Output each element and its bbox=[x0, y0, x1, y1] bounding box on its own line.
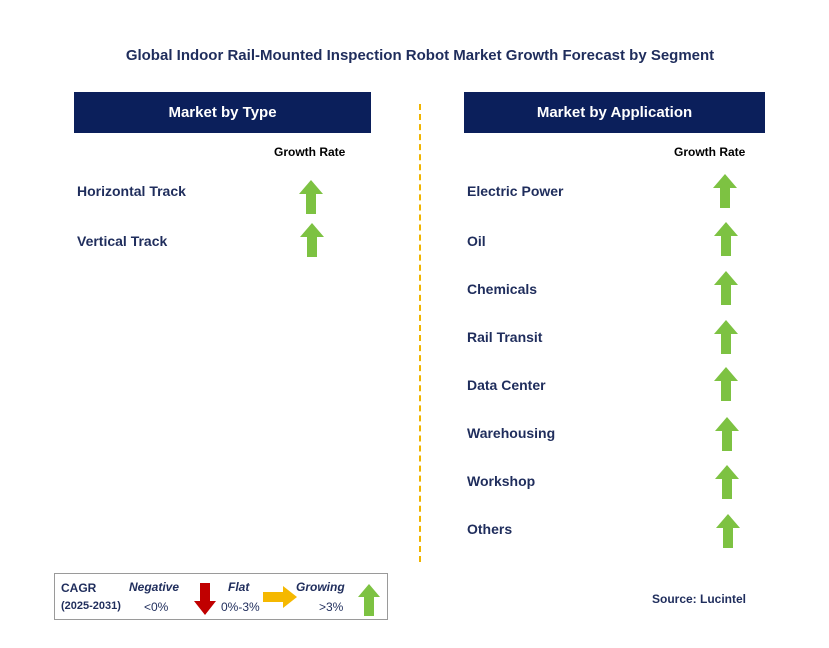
growing-arrow-icon bbox=[299, 180, 323, 214]
growth-rate-header-type: Growth Rate bbox=[274, 145, 346, 159]
growing-arrow-icon bbox=[716, 514, 740, 548]
panel-header-type: Market by Type bbox=[74, 92, 371, 133]
row-label-data-center: Data Center bbox=[467, 377, 546, 393]
legend-growing-label: Growing bbox=[296, 580, 345, 594]
growing-arrow-icon bbox=[715, 417, 739, 451]
growing-arrow-icon bbox=[714, 320, 738, 354]
growing-arrow-icon bbox=[300, 223, 324, 257]
growth-rate-header-application: Growth Rate bbox=[674, 145, 746, 159]
row-label-warehousing: Warehousing bbox=[467, 425, 556, 441]
flat-arrow-icon bbox=[263, 586, 297, 608]
panel-divider bbox=[419, 104, 421, 562]
legend-period: (2025-2031) bbox=[61, 600, 121, 612]
legend-flat-label: Flat bbox=[228, 580, 250, 594]
legend-negative-label: Negative bbox=[129, 580, 180, 594]
legend-negative-range: <0% bbox=[144, 600, 169, 614]
legend-growing-range: >3% bbox=[319, 600, 344, 614]
row-label-workshop: Workshop bbox=[467, 473, 536, 489]
row-label-rail-transit: Rail Transit bbox=[467, 329, 543, 345]
growing-arrow-icon bbox=[358, 584, 380, 616]
panel-header-application: Market by Application bbox=[464, 92, 765, 133]
legend-flat-range: 0%-3% bbox=[221, 600, 260, 614]
growing-arrow-icon bbox=[714, 222, 738, 256]
row-label-vertical-track: Vertical Track bbox=[77, 233, 168, 249]
legend-cagr-label: CAGR bbox=[61, 581, 97, 595]
source-note: Source: Lucintel bbox=[652, 592, 747, 606]
chart-title: Global Indoor Rail-Mounted Inspection Ro… bbox=[125, 47, 715, 64]
row-label-oil: Oil bbox=[467, 233, 486, 249]
row-label-others: Others bbox=[467, 521, 513, 537]
growing-arrow-icon bbox=[713, 174, 737, 208]
cagr-legend: CAGR (2025-2031) Negative <0% Flat 0%-3%… bbox=[54, 573, 388, 620]
row-label-chemicals: Chemicals bbox=[467, 281, 538, 297]
row-label-electric-power: Electric Power bbox=[467, 183, 564, 199]
growing-arrow-icon bbox=[714, 271, 738, 305]
row-label-horizontal-track: Horizontal Track bbox=[77, 183, 186, 199]
growing-arrow-icon bbox=[714, 367, 738, 401]
negative-arrow-icon bbox=[194, 583, 216, 615]
growing-arrow-icon bbox=[715, 465, 739, 499]
